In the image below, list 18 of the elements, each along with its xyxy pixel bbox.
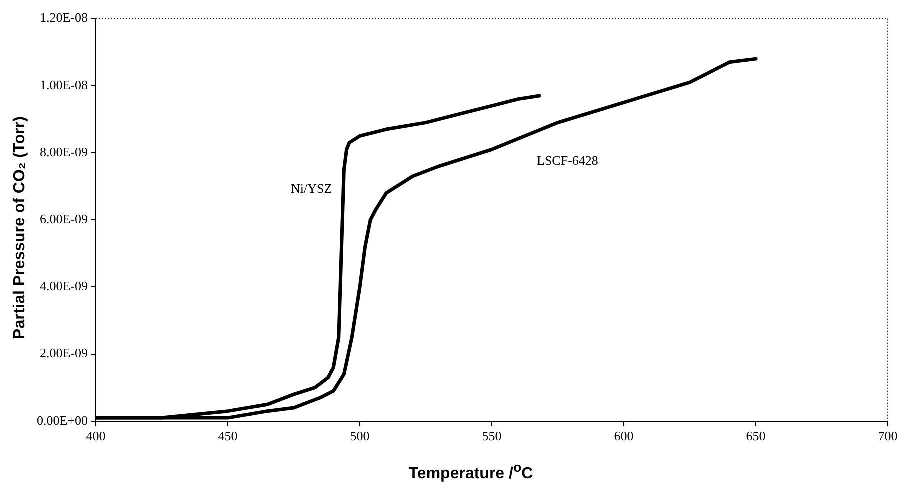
series-label: LSCF-6428 [537, 153, 598, 168]
y-axis-title: Partial Pressure of CO₂ (Torr) [11, 116, 29, 340]
x-tick-label: 550 [482, 428, 502, 444]
x-tick-label: 450 [218, 428, 238, 444]
x-axis-title: Temperature /$^{o}$C [408, 460, 534, 484]
x-tick-label: 400 [86, 428, 106, 444]
x-tick-label: 600 [614, 428, 634, 444]
y-tick-label: 1.20E-08 [40, 10, 88, 26]
y-tick-label: 2.00E-09 [40, 346, 88, 361]
x-tick-label: 650 [746, 428, 766, 444]
y-tick-label: 6.00E-09 [40, 212, 88, 227]
series-label: Ni/YSZ [291, 181, 332, 196]
x-tick-label: 700 [878, 428, 898, 444]
y-tick-label: 4.00E-09 [40, 278, 88, 294]
y-tick-label: 1.00E-08 [40, 77, 88, 92]
y-tick-label: 8.00E-09 [40, 144, 88, 160]
y-tick-label: 0.00E+00 [36, 412, 88, 428]
x-tick-label: 500 [350, 428, 370, 444]
